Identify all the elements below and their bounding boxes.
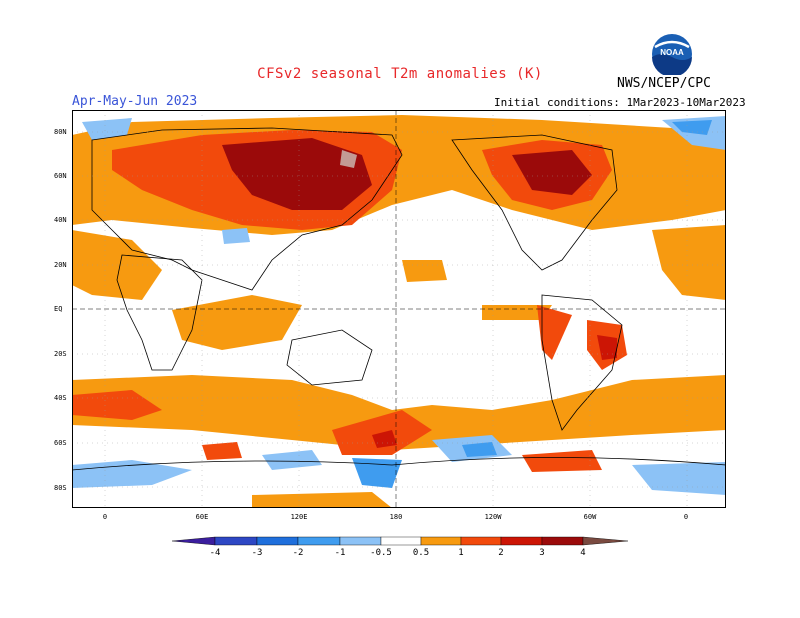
warm-anomaly-regions — [72, 115, 726, 508]
coastlines — [72, 127, 726, 471]
legend-swatch — [460, 536, 502, 546]
lat-label: EQ — [54, 305, 63, 313]
legend-tick: -0.5 — [370, 548, 392, 558]
noaa-logo: NOAA — [652, 34, 692, 75]
legend-swatch — [380, 536, 422, 546]
lon-label: 0 — [102, 513, 108, 521]
legend-swatch — [214, 536, 258, 546]
legend-tick: 1 — [458, 548, 464, 558]
lon-label: 180 — [389, 513, 403, 521]
cool-anomaly-regions — [72, 116, 726, 495]
legend-tick: 0.5 — [412, 548, 430, 558]
legend-swatch — [541, 536, 584, 546]
lon-label: 120E — [290, 513, 308, 521]
season-label: Apr-May-Jun 2023 — [72, 94, 198, 109]
lat-label: 40S — [54, 394, 67, 402]
agency-label: NWS/NCEP/CPC — [617, 76, 711, 91]
legend-swatch — [339, 536, 382, 546]
legend-swatch — [500, 536, 543, 546]
lon-label: 0 — [683, 513, 689, 521]
graticule — [72, 110, 726, 508]
legend-tick: 2 — [498, 548, 504, 558]
lat-label: 60S — [54, 439, 67, 447]
lon-label: 120W — [484, 513, 502, 521]
anomaly-map — [72, 110, 726, 508]
lat-label: 80N — [54, 128, 67, 136]
lat-label: 80S — [54, 484, 67, 492]
lat-label: 60N — [54, 172, 67, 180]
lon-label: 60W — [583, 513, 597, 521]
legend-arrow-high — [582, 536, 628, 546]
legend-tick: -2 — [292, 548, 304, 558]
legend-tick: 3 — [539, 548, 545, 558]
map-title: CFSv2 seasonal T2m anomalies (K) — [257, 66, 543, 82]
lat-label: 20N — [54, 261, 67, 269]
legend-tick: -4 — [209, 548, 221, 558]
legend-tick: 4 — [580, 548, 586, 558]
legend-tick: -3 — [251, 548, 263, 558]
color-legend — [172, 536, 628, 546]
legend-swatch — [297, 536, 341, 546]
lon-label: 60E — [195, 513, 209, 521]
initial-conditions-label: Initial conditions: 1Mar2023-10Mar2023 — [494, 96, 746, 109]
lat-label: 40N — [54, 216, 67, 224]
lat-label: 20S — [54, 350, 67, 358]
legend-tick: -1 — [334, 548, 346, 558]
graticule-minor — [72, 110, 726, 508]
legend-arrow-low — [172, 536, 216, 546]
legend-swatch — [420, 536, 462, 546]
svg-text:NOAA: NOAA — [660, 48, 684, 57]
legend-swatch — [256, 536, 299, 546]
